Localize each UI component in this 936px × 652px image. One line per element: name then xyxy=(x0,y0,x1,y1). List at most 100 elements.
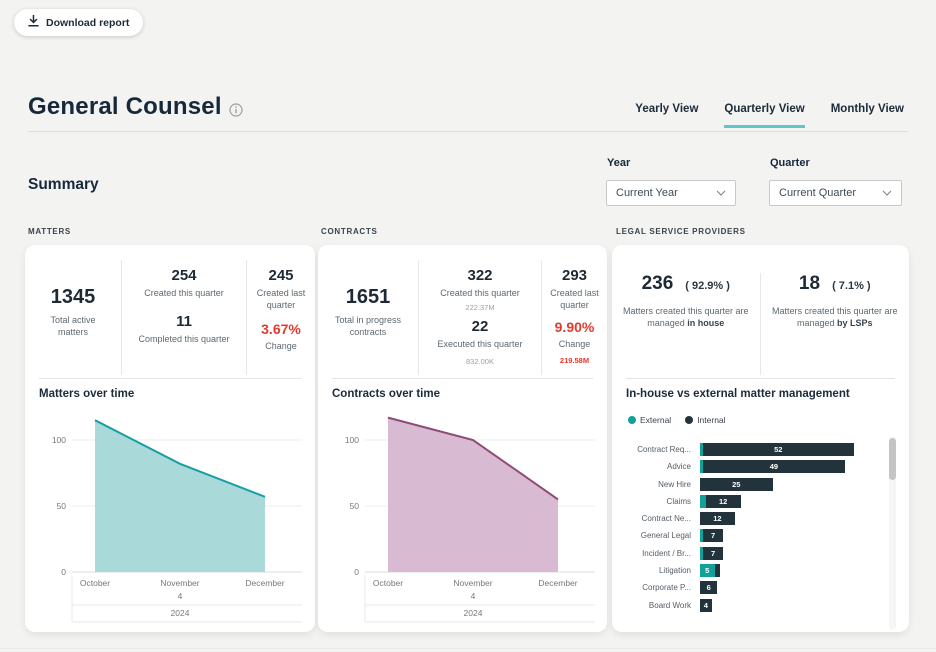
lsp-bar-chart: Contract Req... 52 Advice 49 New Hire 25 Claim… xyxy=(624,443,878,616)
bar-row: Contract Req... 52 xyxy=(624,443,878,456)
bar[interactable]: 25 xyxy=(700,477,773,491)
bar[interactable]: 12 xyxy=(700,494,741,508)
info-icon[interactable] xyxy=(229,103,243,117)
kpi-value: 1345 xyxy=(50,286,96,308)
bar-category-label: Contract Req... xyxy=(637,445,691,454)
area-fill[interactable] xyxy=(95,420,265,572)
summary-heading: Summary xyxy=(28,176,99,193)
kpi-in-house: 236 ( 92.9% ) Matters created this quart… xyxy=(612,273,761,375)
section-label-matters: MATTERS xyxy=(28,227,71,236)
matters-kpis: 1345 Total active matters 254 Created th… xyxy=(25,245,315,375)
kpi-value: 236 xyxy=(641,273,674,294)
area-fill[interactable] xyxy=(388,417,558,572)
bar-category-label: Claims xyxy=(666,496,691,506)
y-tick-label: 0 xyxy=(61,567,66,577)
bar-segment-internal[interactable]: 52 xyxy=(702,443,854,456)
kpi-label: Created this quarter xyxy=(440,288,520,298)
card-divider xyxy=(39,378,301,379)
kpi-label: Matters created this quarter are managed… xyxy=(771,306,898,329)
kpi-label: Created last quarter xyxy=(256,288,306,310)
x-tick-label: November xyxy=(160,578,199,588)
legend-item-external[interactable]: External xyxy=(628,415,671,425)
kpi-value: 254 xyxy=(171,267,197,284)
download-report-button[interactable]: Download report xyxy=(14,9,144,36)
quarter-dropdown[interactable]: Current Quarter xyxy=(769,180,902,206)
bar[interactable]: 4 xyxy=(700,598,712,612)
x-year-label: 2024 xyxy=(464,608,483,618)
bar[interactable]: 5 xyxy=(700,564,721,578)
contracts-area-chart[interactable]: 0 50 100 October November December 4 2024 xyxy=(325,413,601,628)
bar-category-label: Advice xyxy=(666,462,691,472)
scrollbar-track[interactable] xyxy=(889,437,896,630)
year-dropdown[interactable]: Current Year xyxy=(606,180,736,206)
bar-segment-external[interactable] xyxy=(700,529,703,543)
matters-area-chart[interactable]: 0 50 100 October November December 4 2024 xyxy=(32,413,308,628)
kpi-total-contracts: 1651 Total in progress contracts xyxy=(318,260,418,375)
contracts-chart-title: Contracts over time xyxy=(332,388,441,400)
legend-dot-icon xyxy=(628,416,636,424)
bar[interactable]: 6 xyxy=(700,581,718,595)
tab-quarterly-view[interactable]: Quarterly View xyxy=(724,103,805,128)
y-tick-label: 100 xyxy=(345,435,359,445)
page-title: General Counsel xyxy=(28,93,222,120)
bar-row: Claims 12 xyxy=(624,494,878,508)
y-tick-label: 100 xyxy=(52,435,66,445)
matters-card: 1345 Total active matters 254 Created th… xyxy=(25,245,315,632)
x-tick-label: December xyxy=(538,578,577,588)
bar[interactable]: 12 xyxy=(700,512,735,526)
lsp-chart-title: In-house vs external matter management xyxy=(626,388,850,400)
bar-row: Incident / Br... 7 xyxy=(624,546,878,560)
tab-yearly-view[interactable]: Yearly View xyxy=(635,103,699,115)
bar-row: Board Work 4 xyxy=(624,598,878,612)
bar[interactable]: 52 xyxy=(700,443,854,456)
section-label-contracts: CONTRACTS xyxy=(321,227,378,236)
kpi-value: 322 xyxy=(467,267,493,284)
legend-label: Internal xyxy=(697,415,726,425)
scrollbar-thumb[interactable] xyxy=(889,438,896,480)
bar-segment-internal[interactable]: 25 xyxy=(700,477,773,491)
bar[interactable]: 7 xyxy=(700,546,724,560)
bar-segment-external[interactable] xyxy=(700,494,706,508)
kpi-value: 293 xyxy=(561,267,588,284)
kpi-sub-value: 222.37M xyxy=(465,302,495,312)
bar-row: Corporate P... 6 xyxy=(624,581,878,595)
bar-segment-external[interactable]: 5 xyxy=(700,564,715,578)
bar[interactable]: 7 xyxy=(700,529,724,543)
bar-category-label: Board Work xyxy=(648,600,691,610)
area-line[interactable] xyxy=(387,416,559,501)
kpi-total-active-matters: 1345 Total active matters xyxy=(25,260,121,375)
bar-segment-external[interactable] xyxy=(700,443,703,456)
contracts-kpis: 1651 Total in progress contracts 322 Cre… xyxy=(318,245,607,375)
tab-monthly-view[interactable]: Monthly View xyxy=(830,103,904,115)
legend-item-internal[interactable]: Internal xyxy=(685,415,726,425)
x-quarter-label: 4 xyxy=(471,591,476,601)
bar[interactable]: 49 xyxy=(700,460,845,474)
card-divider xyxy=(332,378,593,379)
quarter-dropdown-value: Current Quarter xyxy=(779,187,857,199)
x-tick-label: December xyxy=(245,578,284,588)
kpi-label: Total active matters xyxy=(50,315,96,337)
bar-segment-external[interactable] xyxy=(700,460,703,474)
bar-segment-internal[interactable]: 12 xyxy=(705,494,741,508)
bar-category-label: General Legal xyxy=(640,531,691,541)
bar-category-label: Corporate P... xyxy=(642,583,691,593)
kpi-change-value: 9.90% xyxy=(554,319,595,336)
area-line[interactable] xyxy=(94,419,266,498)
bar-segment-internal[interactable]: 4 xyxy=(700,598,712,612)
bar-category-label: Incident / Br... xyxy=(642,548,691,558)
bar-segment-internal[interactable]: 7 xyxy=(702,529,724,543)
bar-segment-internal[interactable]: 12 xyxy=(700,512,735,526)
year-dropdown-value: Current Year xyxy=(616,187,678,199)
bar-row: Advice 49 xyxy=(624,460,878,474)
kpi-value: 1651 xyxy=(345,286,391,308)
bar-segment-internal[interactable]: 7 xyxy=(702,546,724,560)
bar-segment-internal[interactable]: 6 xyxy=(700,581,718,595)
kpi-label: Created this quarter xyxy=(144,288,224,298)
bar-category-label: Contract Ne... xyxy=(641,514,691,524)
bar-segment-internal[interactable]: 49 xyxy=(702,460,845,474)
kpi-sub-value: 832.00K xyxy=(466,357,494,367)
bar-segment-internal[interactable] xyxy=(714,564,721,578)
kpi-label: Matters created this quarter are managed… xyxy=(622,306,749,329)
bar-segment-external[interactable] xyxy=(700,546,703,560)
